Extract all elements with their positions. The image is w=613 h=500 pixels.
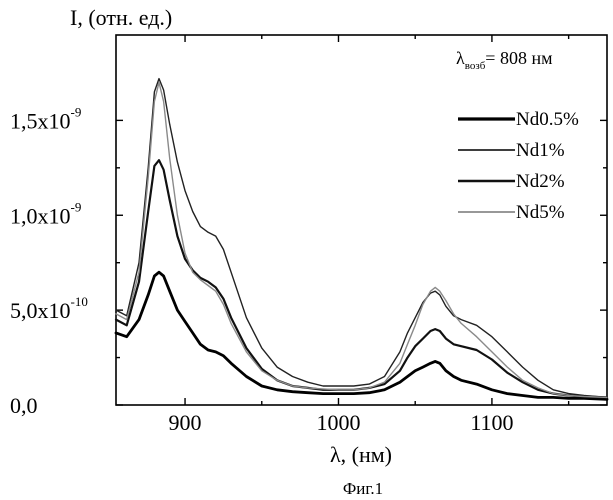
y-tick-mantissa: 5,0x10 (10, 298, 71, 323)
figure-caption: Фиг.1 (343, 479, 383, 498)
excitation-annotation: λвозб= 808 нм (456, 48, 552, 72)
annotation-value: = 808 нм (485, 48, 552, 68)
x-tick-label: 900 (169, 410, 202, 435)
legend: Nd0.5% Nd1% Nd2% Nd5% (458, 109, 579, 223)
y-tick-exponent: -9 (71, 199, 82, 214)
legend-label: Nd0.5% (516, 109, 579, 130)
axis-ticks (116, 35, 607, 406)
x-tick-label: 1100 (470, 410, 513, 435)
x-tick-label: 1000 (316, 410, 360, 435)
excitation-wavelength-label: λвозб= 808 нм (456, 48, 552, 72)
y-axis-label: I, (отн. ед.) (70, 5, 172, 30)
legend-label: Nd5% (516, 202, 565, 223)
series-nd2 (114, 159, 609, 399)
legend-label: Nd1% (516, 140, 565, 161)
series-nd5 (115, 81, 608, 399)
x-axis-label: λ, (нм) (330, 442, 392, 467)
annotation-symbol: λ (456, 48, 465, 68)
plot-area-border (115, 34, 608, 406)
y-tick-exponent: -10 (71, 294, 88, 309)
y-tick-mantissa: 1,0x10 (10, 203, 71, 228)
y-tick-label: 1,0x10-9 (10, 199, 81, 228)
y-tick-label: 0,0 (10, 393, 38, 418)
y-axis-title: I, (отн. ед.) (70, 5, 172, 30)
series-lines (114, 77, 609, 401)
y-tick-label: 1,5x10-9 (10, 104, 81, 133)
y-tick-exponent: -9 (71, 104, 82, 119)
y-tick-mantissa: 0,0 (10, 393, 38, 418)
series-nd1 (115, 77, 608, 399)
y-tick-label: 5,0x10-10 (10, 294, 88, 323)
series-nd0-5 (114, 270, 609, 401)
plot-frame (115, 34, 608, 406)
legend-label: Nd2% (516, 171, 565, 192)
y-tick-mantissa: 1,5x10 (10, 108, 71, 133)
annotation-subscript: возб (465, 60, 486, 72)
